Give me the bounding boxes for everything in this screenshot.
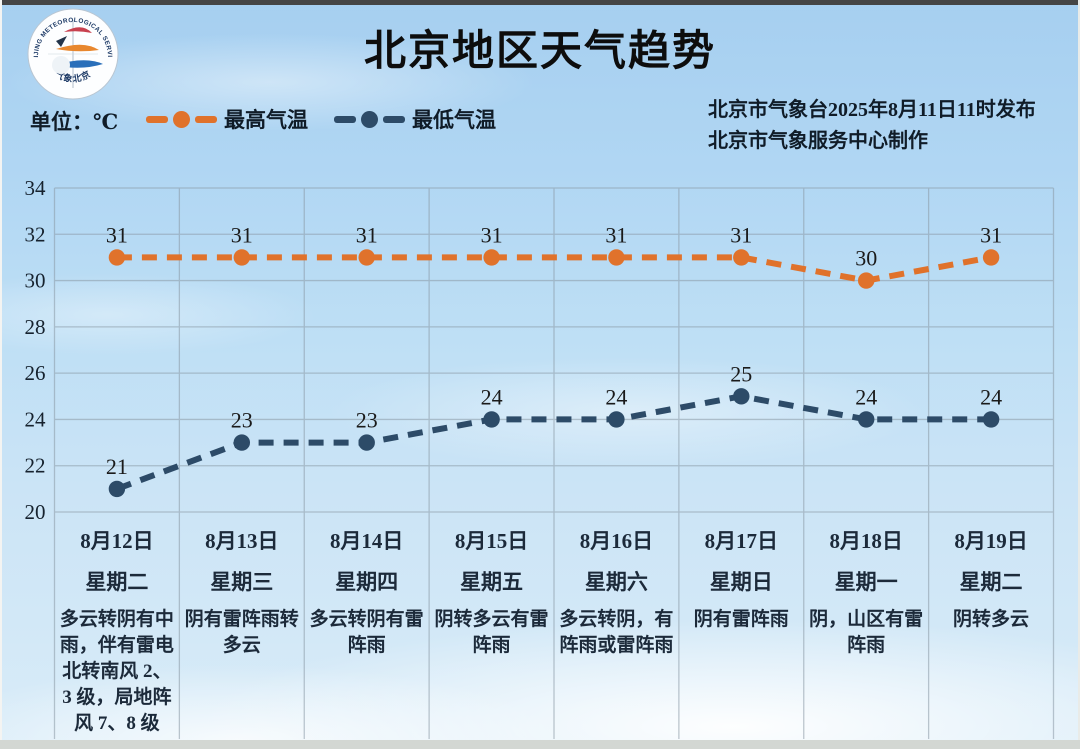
legend-dot-icon [173, 110, 190, 128]
data-point [483, 411, 500, 428]
series-line [116, 254, 992, 284]
beijing-meteorological-service-logo: BEIJING METEOROLOGICAL SERVICE 气象北京 [26, 7, 119, 100]
data-point-label: 31 [605, 222, 627, 247]
frame-left-edge [0, 0, 2, 749]
data-point [108, 249, 126, 266]
data-point [233, 249, 250, 266]
data-point [858, 272, 875, 289]
legend-item-1: 最低气温 [334, 104, 496, 134]
y-tick-label: 26 [25, 361, 46, 385]
max-temperature-series: 31 31 31 31 31 31 30 31 [106, 222, 1002, 289]
publisher-line2: 北京市气象服务中心制作 [708, 130, 928, 152]
frame-bottom-edge [0, 740, 1080, 749]
data-point-label: 23 [231, 408, 253, 433]
legend-label: 最高气温 [224, 108, 308, 132]
publisher-line1: 北京市气象台2025年8月11日11时发布 [708, 99, 1036, 121]
data-point-label: 25 [730, 361, 752, 386]
data-point-label: 24 [605, 384, 627, 409]
data-point [733, 249, 750, 266]
data-point-label: 24 [980, 384, 1002, 409]
legend-dash-icon [146, 115, 168, 123]
y-tick-label: 28 [25, 315, 46, 339]
y-tick-label: 20 [25, 500, 46, 524]
data-point [108, 480, 126, 498]
data-point [608, 411, 625, 428]
logo-orange-swoosh-icon [56, 44, 99, 52]
series-line [115, 393, 992, 492]
legend: 最高气温 最低气温 [146, 104, 496, 134]
logo-bulb-icon [52, 56, 70, 74]
data-point [858, 411, 875, 428]
page-title: 北京地区天气趋势 [363, 29, 716, 75]
data-point [982, 411, 1000, 428]
data-point [358, 249, 375, 266]
data-point-label: 31 [231, 222, 253, 247]
data-point [358, 434, 375, 451]
y-axis-tick-labels: 20 22 24 26 28 30 32 34 [25, 176, 47, 524]
y-tick-label: 22 [25, 454, 46, 478]
data-point-label: 31 [481, 222, 503, 247]
legend-dot-icon [361, 110, 378, 128]
legend-dash-icon [195, 115, 217, 123]
data-point [608, 249, 625, 266]
data-point-label: 31 [356, 222, 378, 247]
y-tick-label: 30 [25, 269, 46, 293]
data-point [233, 434, 250, 451]
frame-right-edge [1078, 0, 1080, 749]
legend-dash-icon [334, 115, 356, 123]
data-point-label: 24 [855, 384, 877, 409]
data-point-label: 31 [106, 222, 128, 247]
data-point-label: 31 [980, 222, 1002, 247]
data-point [982, 249, 1000, 266]
data-point-label: 24 [481, 384, 503, 409]
data-point-label: 30 [855, 246, 877, 271]
y-tick-label: 34 [25, 176, 47, 200]
min-temperature-series: 21 23 23 24 24 25 24 24 [106, 361, 1002, 498]
unit-label: 单位：℃ [30, 110, 119, 134]
legend-dash-icon [383, 115, 405, 123]
data-point [483, 249, 500, 266]
legend-item-0: 最高气温 [146, 104, 308, 134]
logo-sail-icon [56, 36, 67, 47]
y-tick-label: 32 [25, 222, 46, 246]
data-point-label: 23 [356, 408, 378, 433]
data-point-label: 31 [730, 222, 752, 247]
y-tick-label: 24 [25, 407, 47, 431]
frame-top-edge [0, 0, 1080, 5]
data-point-label: 21 [106, 454, 128, 479]
legend-label: 最低气温 [412, 108, 496, 132]
data-point [733, 388, 750, 405]
publisher-info: 北京市气象台2025年8月11日11时发布 北京市气象服务中心制作 [708, 95, 1036, 157]
gridlines [53, 187, 1055, 739]
logo-red-swoosh-icon [64, 27, 92, 33]
